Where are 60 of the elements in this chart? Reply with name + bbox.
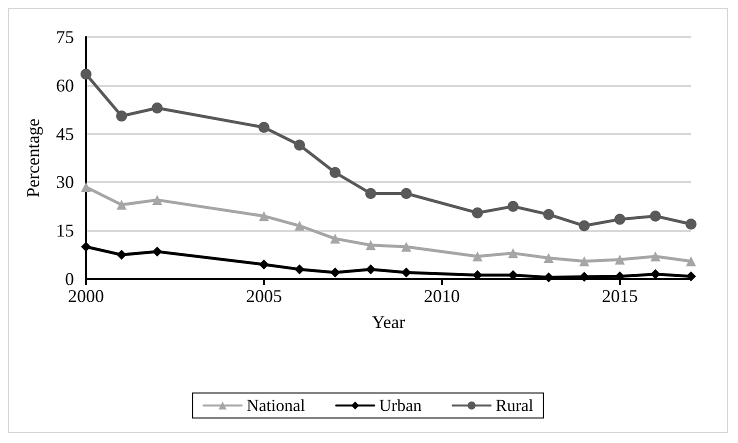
- y-tick-label: 60: [56, 75, 74, 96]
- point: [258, 259, 269, 270]
- point: [400, 188, 412, 199]
- point: [294, 264, 305, 274]
- point: [152, 102, 163, 114]
- point: [508, 270, 518, 280]
- point: [258, 211, 269, 222]
- point: [258, 122, 270, 133]
- point: [365, 188, 376, 199]
- point: [508, 200, 519, 212]
- point: [152, 246, 162, 257]
- point: [472, 207, 483, 218]
- x-axis-title: Year: [372, 312, 406, 332]
- point: [81, 182, 91, 192]
- point: [650, 251, 660, 262]
- point: [614, 271, 625, 282]
- y-tick-label: 45: [56, 124, 74, 144]
- point: [116, 200, 127, 210]
- y-tick-label: 75: [56, 27, 74, 47]
- point: [401, 268, 412, 278]
- y-tick-label: 30: [56, 172, 74, 192]
- point: [152, 194, 162, 205]
- y-tick-label: 15: [56, 220, 74, 241]
- point: [686, 218, 696, 230]
- legend-label: National: [246, 396, 306, 415]
- point: [80, 68, 92, 80]
- point: [116, 110, 128, 122]
- point: [544, 272, 554, 282]
- point: [330, 167, 341, 178]
- x-tick-label: 2010: [424, 286, 460, 306]
- y-axis-title: Percentage: [23, 118, 43, 198]
- point: [543, 208, 554, 220]
- point: [472, 251, 482, 262]
- point: [508, 248, 518, 258]
- y-tick-label: 0: [65, 269, 74, 289]
- x-tick-label: 2005: [246, 286, 282, 306]
- point: [81, 242, 91, 252]
- point: [686, 256, 696, 266]
- point: [294, 220, 305, 231]
- point: [401, 242, 412, 252]
- point: [366, 264, 376, 274]
- point: [579, 256, 590, 266]
- point: [650, 269, 660, 280]
- point: [579, 272, 590, 282]
- legend-label: Urban: [379, 396, 422, 415]
- point: [614, 214, 626, 225]
- point: [686, 271, 696, 282]
- point: [472, 270, 482, 280]
- point: [294, 140, 306, 151]
- point: [650, 210, 661, 222]
- point: [330, 268, 340, 278]
- point: [366, 240, 376, 250]
- x-tick-label: 2000: [68, 286, 104, 306]
- point: [330, 234, 340, 244]
- x-tick-label: 2015: [602, 286, 638, 306]
- point: [614, 254, 625, 265]
- point: [544, 253, 554, 264]
- point: [116, 250, 127, 260]
- point: [578, 220, 590, 232]
- legend-label: Rural: [496, 396, 534, 415]
